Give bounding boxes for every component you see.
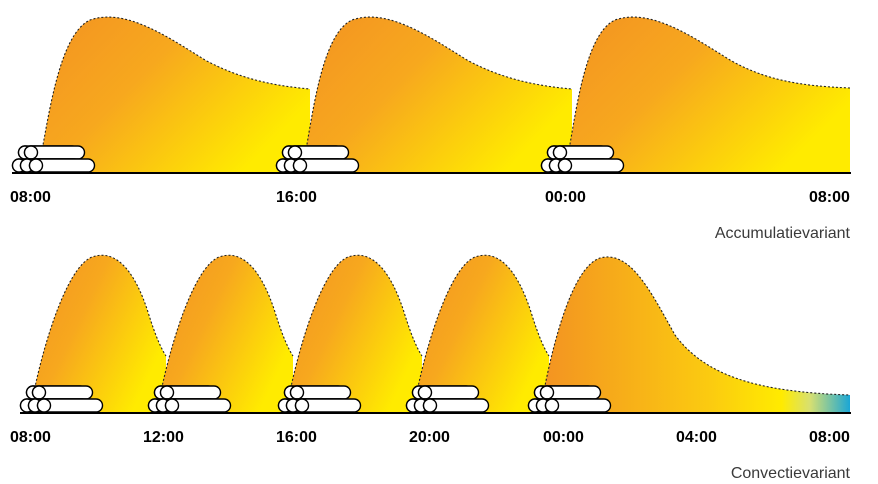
firewood-logs-icon xyxy=(11,145,96,173)
tick-label: 20:00 xyxy=(409,429,450,446)
firewood-logs-icon xyxy=(540,145,625,173)
heat-curve-8 xyxy=(539,256,851,413)
tick-label: 08:00 xyxy=(809,429,850,446)
heat-curve-6 xyxy=(285,254,423,413)
firewood-logs-icon xyxy=(275,145,360,173)
heat-curve-4 xyxy=(29,254,167,413)
tick-label: 08:00 xyxy=(809,189,850,206)
tick-label: 08:00 xyxy=(10,189,51,206)
heat-curve-3 xyxy=(564,16,851,173)
tick-label: 16:00 xyxy=(276,189,317,206)
convectie-panel: 08:00 12:00 16:00 20:00 00:00 04:00 08:0… xyxy=(10,254,851,482)
tick-label: 00:00 xyxy=(545,189,586,206)
accumulatie-panel: 08:00 16:00 00:00 08:00 Accumulatievaria… xyxy=(10,16,851,242)
heat-curve-1 xyxy=(37,16,311,173)
tick-label: 08:00 xyxy=(10,429,51,446)
tick-label: 16:00 xyxy=(276,429,317,446)
panel-caption: Accumulatievariant xyxy=(715,225,851,242)
firewood-logs-icon xyxy=(147,385,232,413)
heat-curve-5 xyxy=(156,254,294,413)
firewood-logs-icon xyxy=(405,385,490,413)
firewood-logs-icon xyxy=(527,385,612,413)
heat-curve-7 xyxy=(412,254,550,413)
heat-curve-2 xyxy=(301,16,573,173)
tick-label: 00:00 xyxy=(543,429,584,446)
tick-label: 12:00 xyxy=(143,429,184,446)
tick-label: 04:00 xyxy=(676,429,717,446)
firewood-logs-icon xyxy=(19,385,104,413)
firewood-logs-icon xyxy=(277,385,362,413)
panel-caption: Convectievariant xyxy=(731,465,851,482)
